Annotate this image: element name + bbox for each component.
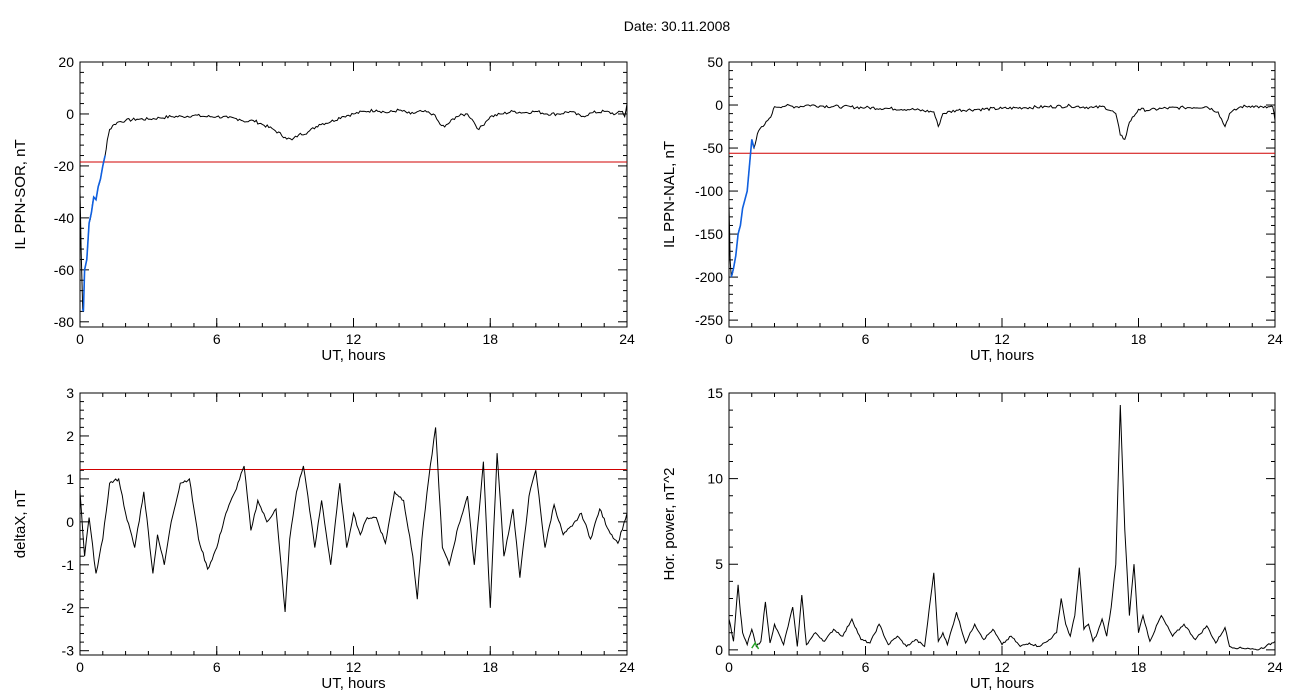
onset-segment (81, 155, 106, 312)
y-tick-label: 0 (66, 106, 74, 122)
x-axis-label: UT, hours (321, 675, 385, 692)
y-tick-label: 50 (707, 54, 723, 70)
plot-frame (728, 61, 1276, 328)
y-tick-label: 0 (715, 97, 723, 113)
plot-frame (79, 61, 628, 328)
x-axis-label: UT, hours (970, 675, 1034, 692)
x-tick-label: 6 (213, 659, 221, 675)
plot-frame (728, 392, 1276, 656)
onset-segment (730, 139, 755, 278)
x-tick-label: 24 (1267, 659, 1283, 675)
y-tick-label: -150 (695, 226, 723, 242)
x-tick-label: 6 (862, 659, 870, 675)
x-tick-label: 12 (994, 331, 1010, 347)
y-tick-label: -200 (695, 269, 723, 285)
y-tick-label: -60 (54, 262, 74, 278)
y-axis-label: Hor. power, nT^2 (661, 468, 678, 581)
x-axis-label: UT, hours (321, 347, 385, 364)
y-tick-label: 0 (715, 642, 723, 658)
y-axis-label: deltaX, nT (12, 490, 29, 558)
y-axis-label: IL PPN-SOR, nT (12, 139, 29, 249)
y-tick-label: -1 (62, 557, 75, 573)
y-tick-label: 3 (66, 385, 74, 401)
x-tick-label: 18 (482, 659, 498, 675)
y-tick-label: 0 (66, 514, 74, 530)
y-tick-label: 10 (707, 471, 723, 487)
x-axis-label: UT, hours (970, 347, 1034, 364)
y-tick-label: -40 (54, 210, 74, 226)
y-axis-label: IL PPN-NAL, nT (661, 141, 678, 248)
x-tick-label: 12 (346, 659, 362, 675)
y-tick-label: -100 (695, 183, 723, 199)
x-tick-label: 12 (346, 331, 362, 347)
y-tick-label: 15 (707, 385, 723, 401)
x-tick-label: 0 (76, 659, 84, 675)
chart-panel-4: 0 6 12 18 24 0 5 10 15 UT, hours Hor. power, nT^2 (661, 385, 1283, 692)
y-tick-label: -50 (703, 140, 723, 156)
x-tick-label: 24 (619, 659, 635, 675)
onset-segment (751, 641, 760, 650)
y-tick-label: -2 (62, 600, 75, 616)
y-tick-label: -20 (54, 158, 74, 174)
x-tick-label: 0 (725, 659, 733, 675)
y-tick-label: 1 (66, 471, 74, 487)
plot-frame (79, 392, 628, 656)
series-line (728, 404, 1276, 651)
y-tick-label: -3 (62, 643, 75, 659)
y-tick-label: 20 (58, 54, 74, 70)
x-tick-label: 18 (1131, 331, 1147, 347)
x-tick-label: 6 (213, 331, 221, 347)
x-tick-label: 18 (482, 331, 498, 347)
series-line (79, 103, 628, 313)
y-tick-label: 2 (66, 428, 74, 444)
x-tick-label: 0 (725, 331, 733, 347)
series-line (728, 103, 1276, 278)
chart-panel-1: 0 6 12 18 24 -80 -60 -40 -20 0 20 UT, hours IL PPN-S… (12, 54, 635, 364)
figure-title: Date: 30.11.2008 (623, 18, 731, 34)
y-tick-label: 5 (715, 556, 723, 572)
y-tick-label: -80 (54, 314, 74, 330)
x-tick-label: 24 (619, 331, 635, 347)
x-tick-label: 24 (1267, 331, 1283, 347)
x-tick-label: 12 (994, 659, 1010, 675)
x-tick-label: 6 (862, 331, 870, 347)
series-line (79, 427, 628, 613)
x-tick-label: 18 (1131, 659, 1147, 675)
chart-panel-2: 0 6 12 18 24 -250 -200 -150 -100 -50 0 50 UT, hours I… (661, 54, 1283, 364)
x-tick-label: 0 (76, 331, 84, 347)
y-tick-label: -250 (695, 312, 723, 328)
